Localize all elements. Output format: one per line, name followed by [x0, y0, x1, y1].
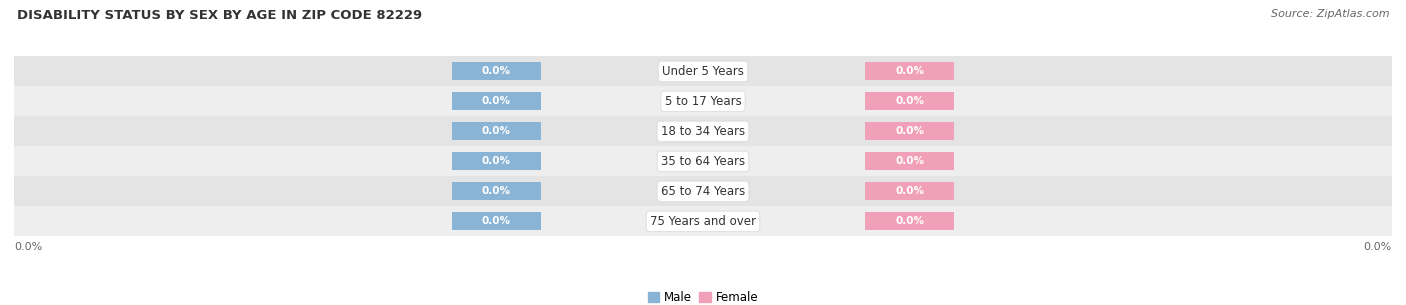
Bar [14, 117, 1392, 146]
Legend: Male, Female: Male, Female [643, 286, 763, 305]
Text: Under 5 Years: Under 5 Years [662, 65, 744, 78]
Bar [865, 182, 955, 200]
Text: 65 to 74 Years: 65 to 74 Years [661, 185, 745, 198]
Bar [865, 152, 955, 170]
Text: 0.0%: 0.0% [896, 66, 924, 76]
Text: 0.0%: 0.0% [482, 66, 510, 76]
Bar [451, 63, 541, 81]
Text: 0.0%: 0.0% [14, 242, 42, 252]
Bar [14, 206, 1392, 236]
Text: 0.0%: 0.0% [482, 156, 510, 167]
Text: DISABILITY STATUS BY SEX BY AGE IN ZIP CODE 82229: DISABILITY STATUS BY SEX BY AGE IN ZIP C… [17, 9, 422, 22]
Text: Source: ZipAtlas.com: Source: ZipAtlas.com [1271, 9, 1389, 19]
Bar [865, 63, 955, 81]
Bar [14, 56, 1392, 86]
Bar [14, 86, 1392, 117]
Bar [451, 92, 541, 110]
Text: 18 to 34 Years: 18 to 34 Years [661, 125, 745, 138]
Bar [865, 122, 955, 140]
Text: 0.0%: 0.0% [482, 186, 510, 196]
Bar [14, 176, 1392, 206]
Text: 0.0%: 0.0% [482, 126, 510, 136]
Bar [451, 182, 541, 200]
Text: 0.0%: 0.0% [896, 156, 924, 167]
Text: 0.0%: 0.0% [896, 186, 924, 196]
Bar [865, 92, 955, 110]
Bar [865, 212, 955, 230]
Text: 0.0%: 0.0% [896, 96, 924, 106]
Text: 35 to 64 Years: 35 to 64 Years [661, 155, 745, 168]
Text: 0.0%: 0.0% [1364, 242, 1392, 252]
Text: 75 Years and over: 75 Years and over [650, 215, 756, 228]
Text: 0.0%: 0.0% [482, 96, 510, 106]
Text: 5 to 17 Years: 5 to 17 Years [665, 95, 741, 108]
Bar [451, 212, 541, 230]
Text: 0.0%: 0.0% [896, 217, 924, 226]
Bar [451, 152, 541, 170]
Bar [451, 122, 541, 140]
Text: 0.0%: 0.0% [896, 126, 924, 136]
Bar [14, 146, 1392, 176]
Text: 0.0%: 0.0% [482, 217, 510, 226]
